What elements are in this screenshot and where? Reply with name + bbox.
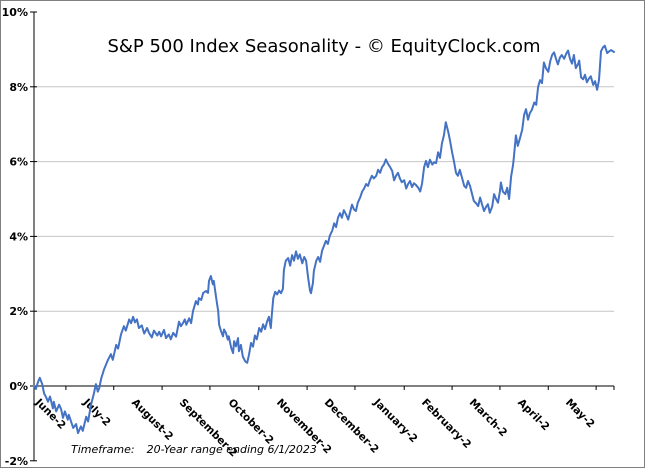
x-axis-label: February-2 [419, 397, 473, 451]
x-axis-label: March-2 [467, 397, 509, 439]
x-axis-label: August-2 [129, 397, 175, 443]
chart-title: S&P 500 Index Seasonality - © EquityCloc… [107, 36, 541, 57]
x-axis-label: October-2 [226, 397, 276, 447]
y-axis-label: 6% [9, 156, 28, 169]
y-axis-label: -2% [5, 455, 28, 468]
y-axis-label: 4% [9, 230, 28, 243]
timeframe-value: 20-Year range ending 6/1/2023 [146, 443, 317, 456]
y-axis-label: 2% [9, 305, 28, 318]
y-axis-label: 0% [9, 380, 28, 393]
timeframe-note: Timeframe: 20-Year range ending 6/1/2023 [71, 443, 317, 456]
seasonality-line [33, 44, 615, 435]
timeframe-label: Timeframe: [71, 443, 135, 456]
x-axis-label: May-2 [563, 397, 597, 431]
x-axis-label: January-2 [370, 396, 419, 445]
y-axis-label: 10% [2, 6, 28, 19]
y-axis-label: 8% [9, 81, 28, 94]
x-axis-label: April-2 [515, 397, 552, 434]
